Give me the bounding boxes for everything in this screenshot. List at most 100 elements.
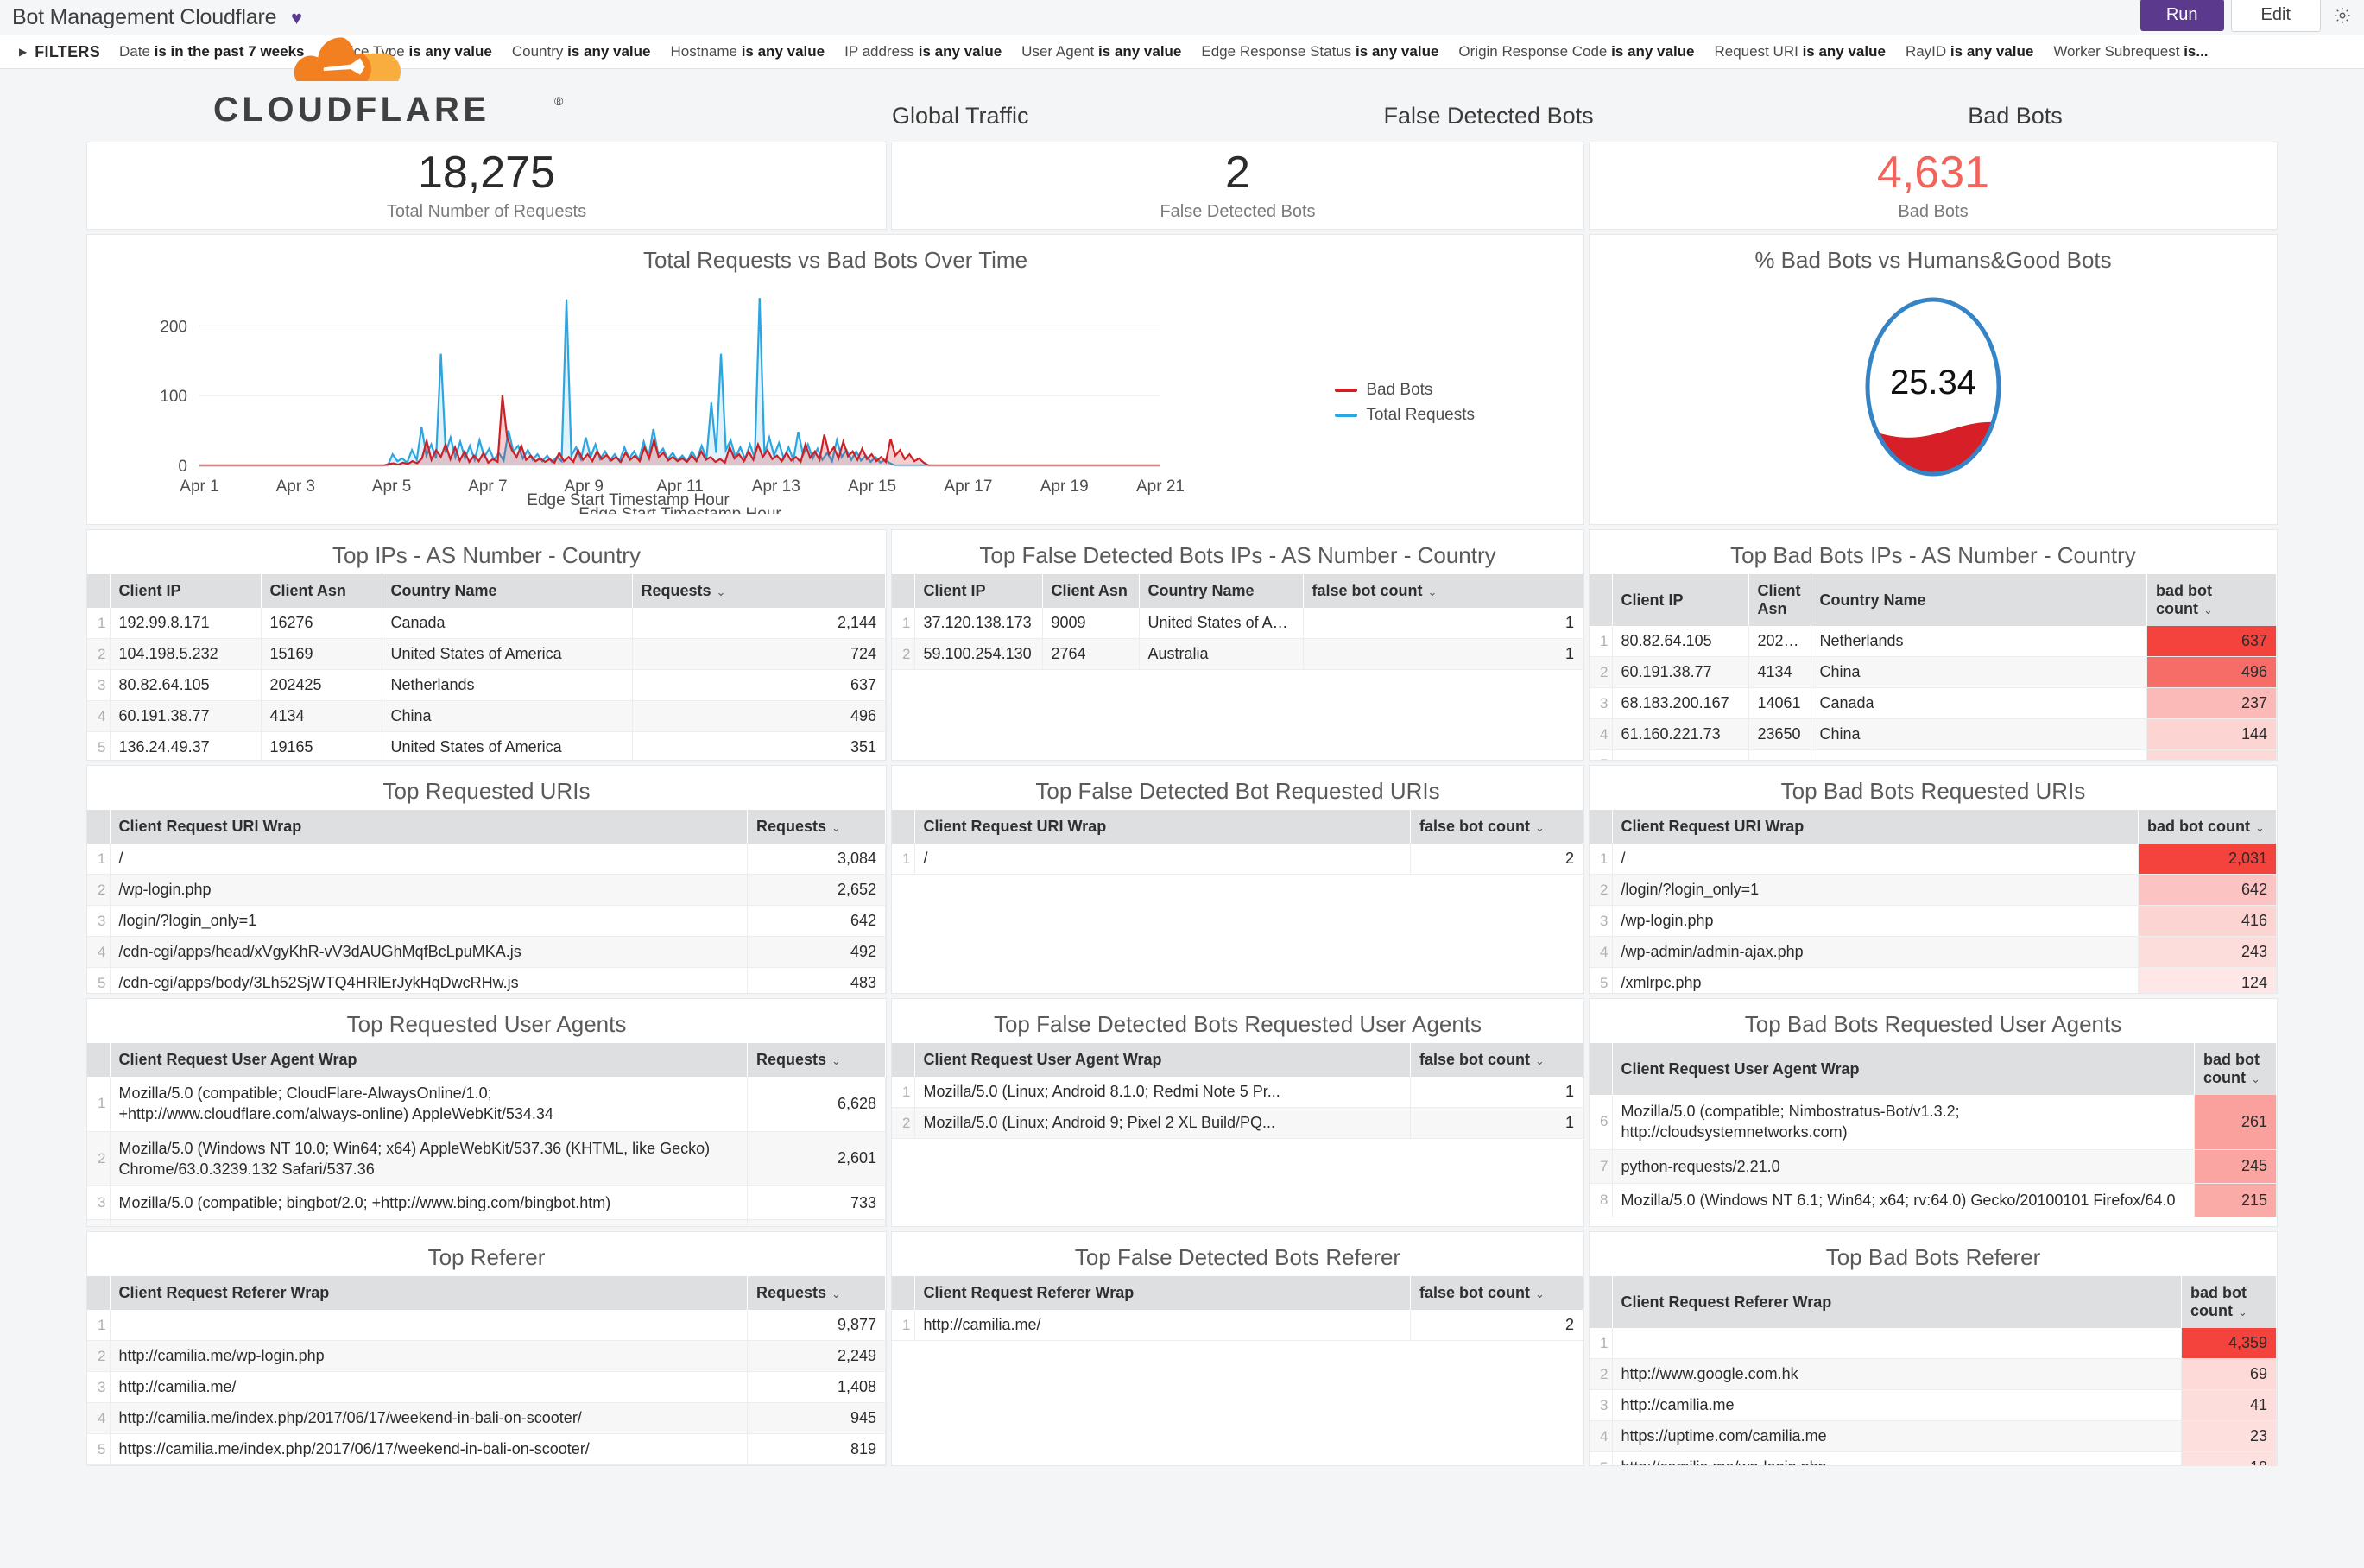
column-header[interactable]: Country Name: [1811, 574, 2147, 626]
data-table[interactable]: Client Request Referer Wrap false bot cou…: [892, 1276, 1583, 1341]
table-row[interactable]: 6 Mozilla/5.0 (compatible; Nimbostratus-B…: [1590, 1095, 2277, 1150]
table-row[interactable]: 3/login/?login_only=1 642: [87, 905, 886, 937]
column-header[interactable]: Client IP: [110, 574, 262, 608]
table-row[interactable]: 5/xmlrpc.php 124: [1590, 967, 2277, 993]
table-row[interactable]: 2 Mozilla/5.0 (Windows NT 10.0; Win64; x6…: [87, 1131, 886, 1187]
column-header[interactable]: bad bot count ⌄: [2146, 574, 2277, 626]
column-header[interactable]: Client Request URI Wrap: [110, 810, 748, 844]
table-row[interactable]: 3/wp-login.php 416: [1590, 905, 2277, 937]
table-row[interactable]: 1 Mozilla/5.0 (compatible; CloudFlare-Alw…: [87, 1077, 886, 1132]
filters-toggle[interactable]: ▶ FILTERS: [19, 43, 100, 61]
filter-chip[interactable]: Date is in the past 7 weeks: [119, 43, 305, 60]
column-header[interactable]: Client Request Referer Wrap: [1612, 1276, 2182, 1328]
kpi-false-detected-bots[interactable]: 2 False Detected Bots: [891, 142, 1584, 230]
table-row[interactable]: 6https://camilia.me/458: [87, 1464, 886, 1465]
column-header[interactable]: Requests ⌄: [747, 810, 886, 844]
table-row[interactable]: 2 Mozilla/5.0 (Linux; Android 9; Pixel 2 …: [892, 1107, 1583, 1139]
table-tile-bad-referer[interactable]: Top Bad Bots Referer Client Request Refe…: [1589, 1231, 2278, 1466]
table-tile-bad-ips[interactable]: Top Bad Bots IPs - AS Number - Country C…: [1589, 529, 2278, 761]
table-row[interactable]: 1/2,031: [1590, 844, 2277, 875]
table-row[interactable]: 2 60.191.38.77 4134 China 496: [1590, 656, 2277, 688]
table-row[interactable]: 8 Mozilla/5.0 (Windows NT 6.1; Win64; x64…: [1590, 1183, 2277, 1218]
table-row[interactable]: 2 104.198.5.232 15169 United States of Amer…: [87, 638, 886, 670]
column-header[interactable]: bad bot count ⌄: [2194, 1043, 2277, 1095]
table-tile-false-uris[interactable]: Top False Detected Bot Requested URIs Cl…: [891, 765, 1584, 994]
column-header[interactable]: Client Asn: [1042, 574, 1140, 608]
filter-chip[interactable]: Origin Response Code is any value: [1458, 43, 1695, 60]
column-header[interactable]: Country Name: [1139, 574, 1304, 608]
table-scroll[interactable]: Client IP Client Asn Country Name false bot…: [892, 574, 1583, 670]
filter-chip[interactable]: RayID is any value: [1905, 43, 2034, 60]
column-header[interactable]: bad bot count ⌄: [2181, 1276, 2277, 1328]
data-table[interactable]: Client IP Client Asn Country Name bad bot c…: [1590, 574, 2277, 760]
data-table[interactable]: Client IP Client Asn Country Name Requests ⌄…: [87, 574, 886, 760]
data-table[interactable]: Client Request URI Wrap false bot count ⌄ 1…: [892, 810, 1583, 875]
column-header[interactable]: Client Asn: [1748, 574, 1811, 626]
table-row[interactable]: 2 http://camilia.me/wp-login.php 2,249: [87, 1340, 886, 1372]
column-header[interactable]: bad bot count ⌄: [2138, 810, 2277, 844]
table-tile-false-ips[interactable]: Top False Detected Bots IPs - AS Number …: [891, 529, 1584, 761]
table-tile-bad-uris[interactable]: Top Bad Bots Requested URIs Client Reque…: [1589, 765, 2278, 994]
table-row[interactable]: 5/cdn-cgi/apps/body/3Lh52SjWTQ4HRlErJykH…: [87, 967, 886, 993]
bad-bots-gauge-tile[interactable]: % Bad Bots vs Humans&Good Bots 25.34: [1589, 234, 2278, 525]
column-header[interactable]: false bot count ⌄: [1303, 574, 1583, 608]
column-header[interactable]: Client Request Referer Wrap: [914, 1276, 1411, 1310]
data-table[interactable]: Client Request URI Wrap Requests ⌄ 1/3,084 2…: [87, 810, 886, 993]
table-row[interactable]: 4 61.160.221.73 23650 China 144: [1590, 718, 2277, 750]
table-row[interactable]: 1 Mozilla/5.0 (Linux; Android 8.1.0; Redm…: [892, 1077, 1583, 1108]
kpi-bad-bots[interactable]: 4,631 Bad Bots: [1589, 142, 2278, 230]
column-header[interactable]: Client Request User Agent Wrap: [914, 1043, 1411, 1077]
table-row[interactable]: 1 37.120.138.173 9009 United States of Amer…: [892, 608, 1583, 639]
column-header[interactable]: Requests ⌄: [747, 1043, 886, 1077]
column-header[interactable]: Requests ⌄: [747, 1276, 886, 1310]
table-row[interactable]: 2/wp-login.php 2,652: [87, 874, 886, 906]
run-button[interactable]: Run: [2140, 0, 2224, 31]
column-header[interactable]: Client IP: [914, 574, 1043, 608]
filter-chip[interactable]: Hostname is any value: [670, 43, 825, 60]
table-row[interactable]: 1 4,359: [1590, 1328, 2277, 1359]
table-row[interactable]: 3 http://camilia.me 41: [1590, 1389, 2277, 1421]
table-row[interactable]: 5 https://camilia.me/index.php/2017/06/17…: [87, 1433, 886, 1465]
heart-icon[interactable]: ♥: [291, 6, 302, 28]
table-tile-false-uas[interactable]: Top False Detected Bots Requested User A…: [891, 998, 1584, 1227]
table-tile-top-uris[interactable]: Top Requested URIs Client Request URI Wr…: [86, 765, 887, 994]
table-tile-top-referer[interactable]: Top Referer Client Request Referer Wrap R…: [86, 1231, 887, 1466]
filter-chip[interactable]: Request URI is any value: [1714, 43, 1886, 60]
filter-chip[interactable]: Country is any value: [511, 43, 651, 60]
table-row[interactable]: 3 Mozilla/5.0 (compatible; bingbot/2.0; +…: [87, 1185, 886, 1221]
table-row[interactable]: 1 80.82.64.105 202425 Netherlands 637: [1590, 626, 2277, 657]
data-table[interactable]: Client Request Referer Wrap bad bot count…: [1590, 1276, 2277, 1465]
table-row[interactable]: 4 60.191.38.77 4134 China 496: [87, 700, 886, 732]
table-row[interactable]: 1/3,084: [87, 844, 886, 875]
table-tile-bad-uas[interactable]: Top Bad Bots Requested User Agents Clien…: [1589, 998, 2278, 1227]
data-table[interactable]: Client Request User Agent Wrap bad bot co…: [1590, 1043, 2277, 1218]
data-table[interactable]: Client Request User Agent Wrap Requests ⌄ 1…: [87, 1043, 886, 1226]
table-row[interactable]: 5: [1590, 749, 2277, 760]
table-row[interactable]: 7 python-requests/2.21.0 245: [1590, 1149, 2277, 1184]
column-header[interactable]: false bot count ⌄: [1410, 1043, 1583, 1077]
table-tile-false-referer[interactable]: Top False Detected Bots Referer Client R…: [891, 1231, 1584, 1466]
table-row[interactable]: 1/2: [892, 844, 1583, 875]
edit-button[interactable]: Edit: [2230, 0, 2321, 32]
table-row[interactable]: 1 http://camilia.me/2: [892, 1310, 1583, 1341]
timeseries-chart-tile[interactable]: Total Requests vs Bad Bots Over Time 0 10…: [86, 234, 1584, 525]
table-row[interactable]: 3 68.183.200.167 14061 Canada 237: [1590, 687, 2277, 719]
column-header[interactable]: Client Request URI Wrap: [914, 810, 1411, 844]
column-header[interactable]: Client Request User Agent Wrap: [1612, 1043, 2195, 1095]
filter-chip[interactable]: User Agent is any value: [1021, 43, 1182, 60]
data-table[interactable]: Client Request Referer Wrap Requests ⌄ 1 9,8…: [87, 1276, 886, 1465]
table-row[interactable]: 3 80.82.64.105 202425 Netherlands 637: [87, 669, 886, 701]
data-table[interactable]: Client Request User Agent Wrap false bot …: [892, 1043, 1583, 1139]
filter-chip[interactable]: Worker Subrequest is...: [2053, 43, 2209, 60]
gear-icon[interactable]: [2328, 1, 2357, 30]
filter-chip[interactable]: IP address is any value: [844, 43, 1002, 60]
table-row[interactable]: 2/login/?login_only=1 642: [1590, 874, 2277, 906]
column-header[interactable]: Client Request User Agent Wrap: [110, 1043, 748, 1077]
table-row[interactable]: 5 136.24.49.37 19165 United States of Ameri…: [87, 731, 886, 760]
table-row[interactable]: 3 http://camilia.me/1,408: [87, 1371, 886, 1403]
table-row[interactable]: 4 http://camilia.me/index.php/2017/06/17/…: [87, 1402, 886, 1434]
table-row[interactable]: 4/wp-admin/admin-ajax.php 243: [1590, 936, 2277, 968]
column-header[interactable]: Client Request URI Wrap: [1612, 810, 2139, 844]
table-tile-top-ips[interactable]: Top IPs - AS Number - Country Client IP C…: [86, 529, 887, 761]
